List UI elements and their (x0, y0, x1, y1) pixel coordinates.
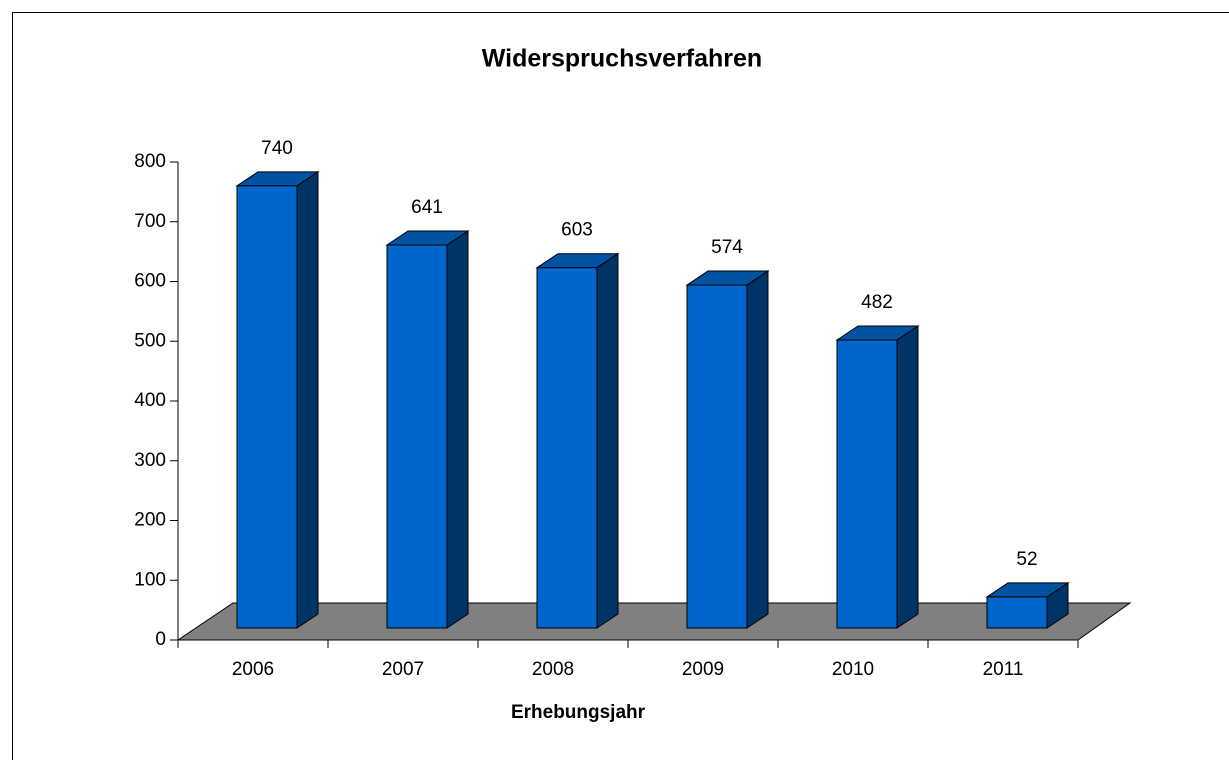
y-tick-label: 400 (134, 390, 166, 411)
data-label: 603 (561, 220, 593, 241)
bar-side (446, 230, 469, 629)
bar (686, 284, 748, 629)
x-tick-label: 2006 (232, 659, 274, 680)
y-tick-label: 0 (155, 629, 166, 650)
chart-title: Widerspruchsverfahren (482, 45, 762, 73)
bar-side (296, 170, 319, 629)
y-tick-label: 200 (134, 510, 166, 531)
bar (236, 185, 298, 629)
bar (536, 267, 598, 629)
y-tick-label: 700 (134, 211, 166, 232)
data-label: 740 (261, 138, 293, 159)
x-tick-label: 2007 (382, 659, 424, 680)
x-tick-label: 2009 (682, 659, 724, 680)
bar (836, 339, 898, 629)
x-tick-label: 2008 (532, 659, 574, 680)
x-tick-label: 2011 (983, 659, 1024, 680)
data-label: 641 (411, 197, 443, 218)
bar-side (746, 270, 769, 629)
y-tick-label: 100 (134, 569, 166, 590)
bar-side (896, 325, 919, 629)
y-tick-label: 800 (134, 151, 166, 172)
bar (386, 244, 448, 629)
data-label: 52 (1016, 549, 1037, 570)
x-tick-label: 2010 (832, 659, 874, 680)
chart-border (12, 12, 1229, 760)
y-tick-label: 300 (134, 450, 166, 471)
bar (986, 596, 1048, 629)
data-label: 574 (711, 237, 743, 258)
y-tick-label: 500 (134, 330, 166, 351)
bar-side (596, 252, 619, 629)
x-axis-title: Erhebungsjahr (511, 702, 646, 723)
y-tick-label: 600 (134, 271, 166, 292)
data-label: 482 (861, 292, 893, 313)
